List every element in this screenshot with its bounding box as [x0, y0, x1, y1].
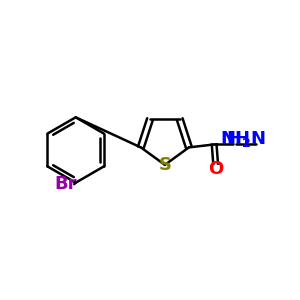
Text: O: O	[208, 160, 223, 178]
Text: NH: NH	[220, 130, 250, 148]
Text: $\mathregular{H_2N}$: $\mathregular{H_2N}$	[226, 129, 266, 149]
Text: Br: Br	[54, 175, 76, 193]
Text: S: S	[158, 156, 171, 174]
